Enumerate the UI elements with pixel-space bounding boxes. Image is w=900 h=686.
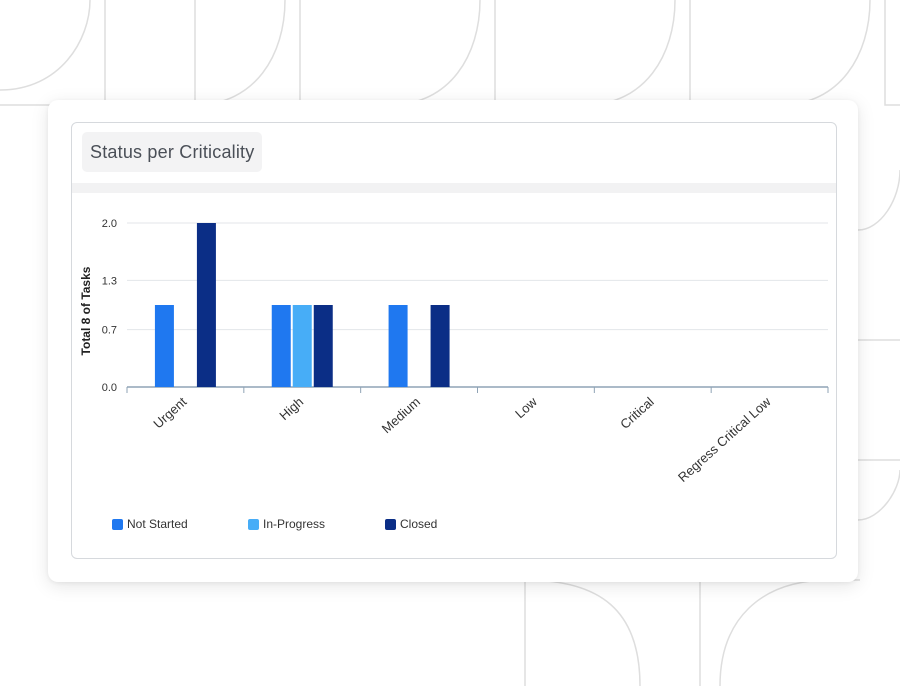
bar-closed xyxy=(430,305,450,387)
legend-swatch xyxy=(385,518,396,530)
bar-not-started xyxy=(154,305,174,387)
y-axis-title: Total 8 of Tasks xyxy=(79,266,93,355)
panel-header: Status per Criticality xyxy=(72,123,836,193)
bar-closed xyxy=(196,223,216,387)
y-tick-label: 1.3 xyxy=(102,275,117,287)
x-tick-label: Critical xyxy=(617,394,657,432)
legend-swatch xyxy=(248,518,259,530)
y-tick-label: 0.7 xyxy=(102,325,117,337)
x-tick-label: Urgent xyxy=(150,394,189,432)
legend-label: Closed xyxy=(400,517,438,531)
chart-panel: Status per Criticality 2.0 1.3 0.7 0.0 Total… xyxy=(71,122,837,559)
bar-not-started xyxy=(271,305,291,387)
legend-item[interactable]: Not Started xyxy=(112,517,188,531)
x-tick-label: Medium xyxy=(379,394,423,436)
y-tick-label: 2.0 xyxy=(102,218,117,230)
widget-title: Status per Criticality xyxy=(82,132,263,172)
bar-in-progress xyxy=(292,305,312,387)
x-tick-label: High xyxy=(276,394,306,423)
legend-swatch xyxy=(112,518,123,530)
legend-item[interactable]: Closed xyxy=(385,517,437,531)
header-divider xyxy=(72,183,836,193)
chart-legend: Not Started In-Progress Closed xyxy=(112,517,812,533)
legend-item[interactable]: In-Progress xyxy=(248,517,325,531)
bar-not-started xyxy=(388,305,408,387)
y-tick-label: 0.0 xyxy=(102,382,117,394)
legend-label: In-Progress xyxy=(263,517,326,531)
bar-closed xyxy=(313,305,333,387)
widget-card: Status per Criticality 2.0 1.3 0.7 0.0 Total… xyxy=(48,100,858,582)
x-tick-label: Low xyxy=(512,394,540,422)
x-tick-label: Regress Critical Low xyxy=(675,394,774,485)
legend-label: Not Started xyxy=(127,517,188,531)
bar-chart: 2.0 1.3 0.7 0.0 Total 8 of Tasks Urgent High Me… xyxy=(79,218,829,485)
